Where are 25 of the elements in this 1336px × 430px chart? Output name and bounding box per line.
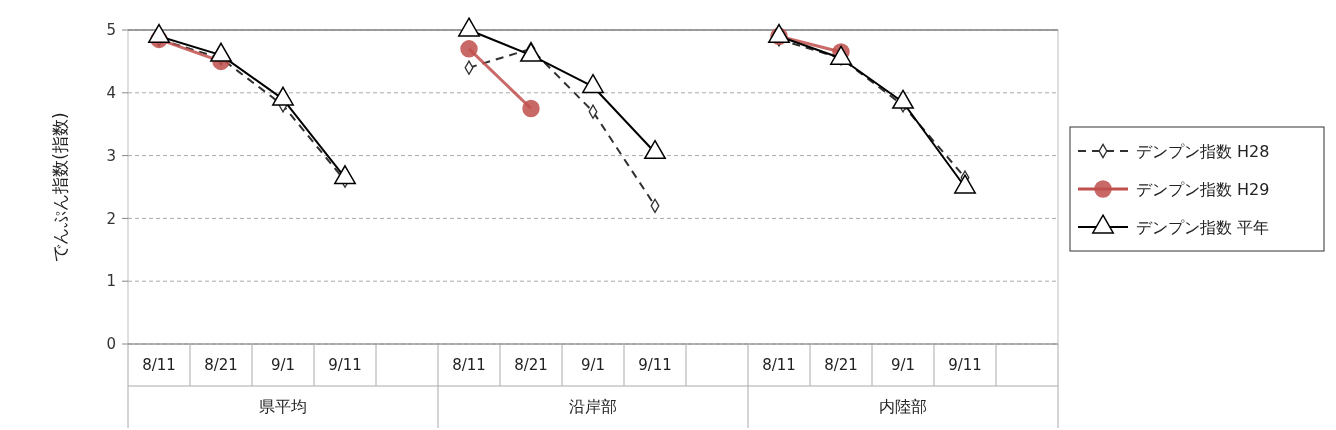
x-tick-label: 9/1 (270, 356, 296, 374)
x-tick-label: 8/21 (514, 356, 548, 374)
legend-label: デンプン指数 平年 (1136, 217, 1270, 237)
x-tick-label: 9/1 (580, 356, 606, 374)
y-tick-label: 3 (106, 146, 116, 165)
y-tick-label: 0 (106, 335, 116, 354)
y-tick-label: 5 (106, 21, 116, 40)
x-tick-label: 8/21 (824, 356, 858, 374)
x-tick-label: 8/11 (452, 356, 486, 374)
y-tick-label: 2 (106, 209, 116, 228)
x-tick-label: 8/11 (142, 356, 176, 374)
x-tick-label: 9/1 (890, 356, 916, 374)
text: 内陸部 (879, 397, 927, 416)
x-tick-label: 9/11 (328, 356, 362, 374)
x-tick-label: 9/11 (948, 356, 982, 374)
x-tick-label: 8/11 (762, 356, 796, 374)
x-tick-label: 9/11 (638, 356, 672, 374)
text: 県平均 (259, 397, 307, 416)
legend-label: デンプン指数 H28 (1136, 141, 1270, 161)
text: 沿岸部 (569, 397, 617, 416)
x-tick-label: 8/21 (204, 356, 238, 374)
y-tick-label: 4 (106, 84, 116, 103)
y-axis-title: でんぷん指数(指数) (50, 112, 70, 262)
y-tick-label: 1 (106, 272, 116, 291)
legend-label: デンプン指数 H29 (1136, 179, 1270, 199)
